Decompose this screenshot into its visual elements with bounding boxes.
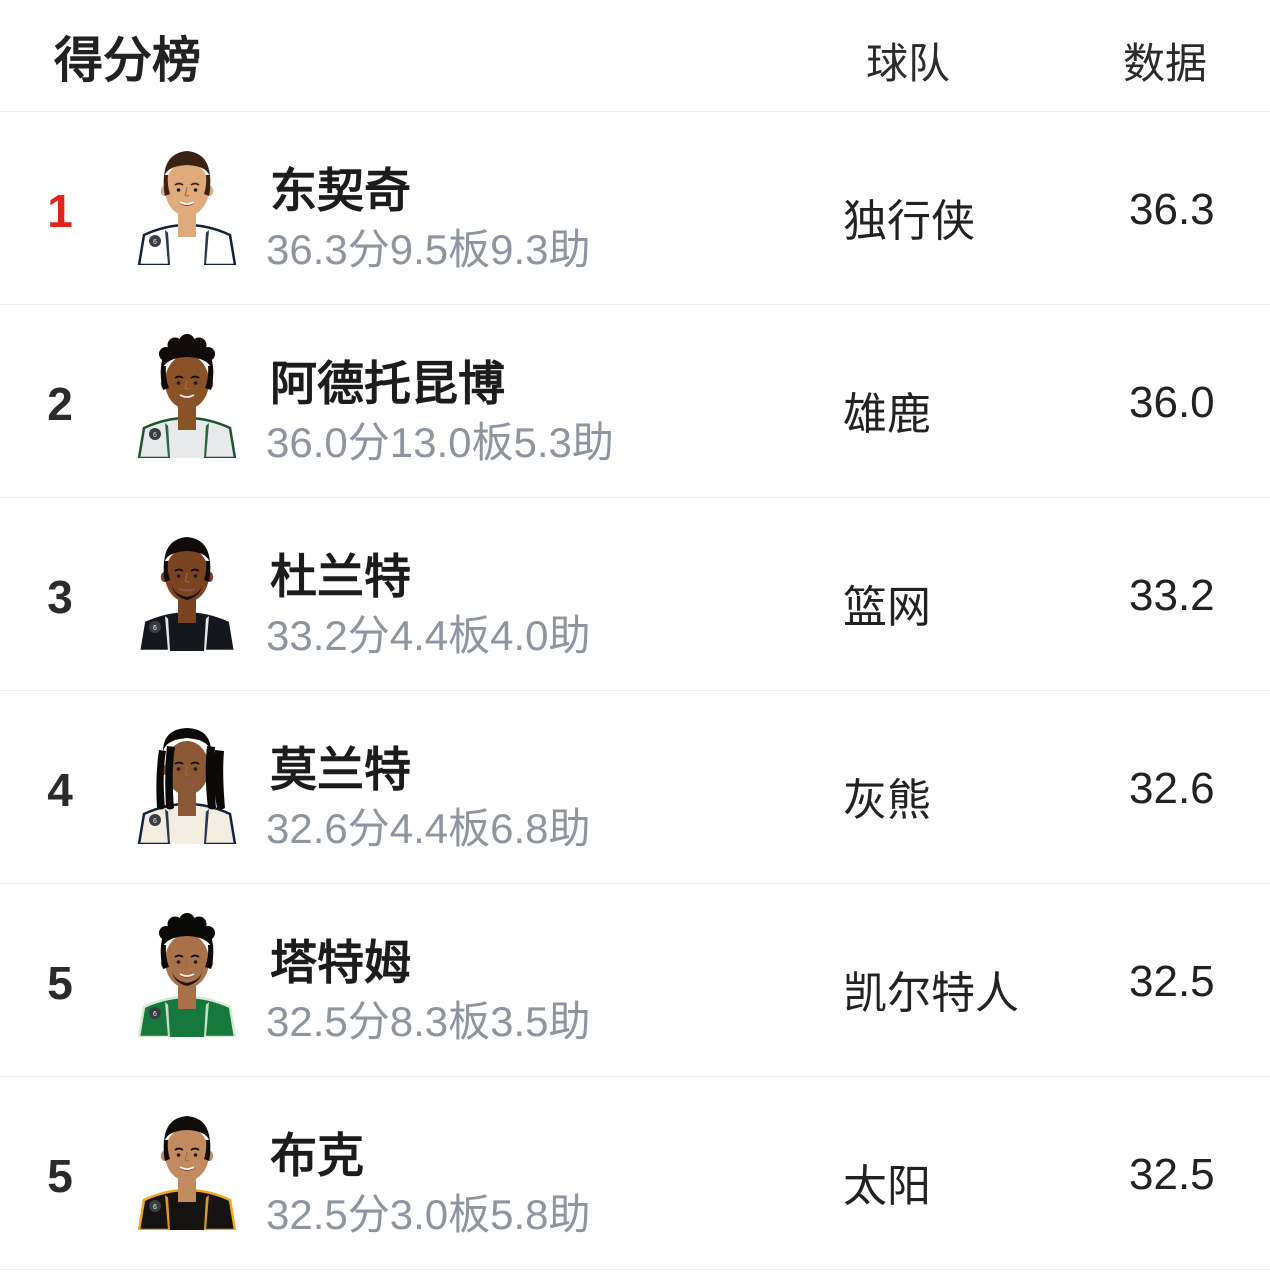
svg-text:6: 6 — [153, 239, 157, 246]
svg-text:6: 6 — [153, 1204, 157, 1211]
svg-text:6: 6 — [153, 818, 157, 825]
svg-text:6: 6 — [153, 432, 157, 439]
svg-text:6: 6 — [153, 1011, 157, 1018]
svg-text:6: 6 — [153, 625, 157, 632]
